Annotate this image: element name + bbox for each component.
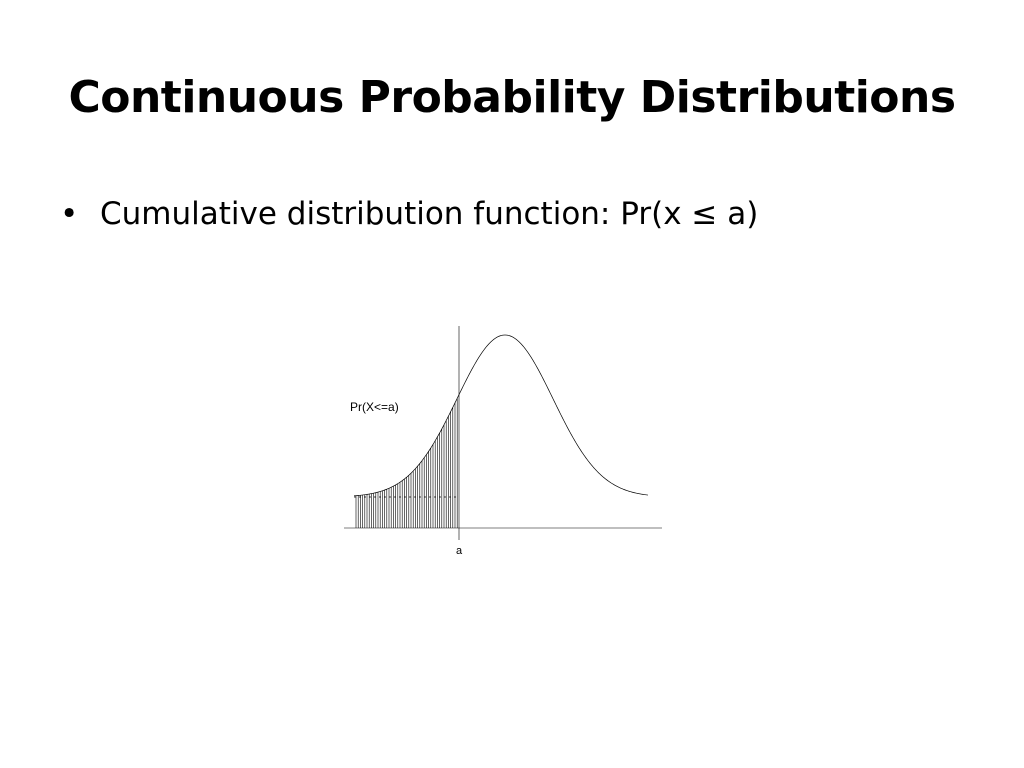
bullet-marker: • — [60, 196, 79, 232]
bullet-list: • Cumulative distribution function: Pr(x… — [60, 186, 758, 242]
x-tick-label: a — [456, 545, 463, 557]
cdf-figure: Pr(X<=a) a — [330, 318, 675, 568]
cdf-figure-svg: Pr(X<=a) a — [344, 326, 662, 557]
shaded-area-hatching — [355, 398, 458, 528]
annotation-label: Pr(X<=a) — [350, 400, 399, 414]
density-curve — [353, 334, 649, 497]
slide-title: Continuous Probability Distributions — [68, 72, 956, 123]
bullet-item: • Cumulative distribution function: Pr(x… — [60, 186, 758, 242]
bullet-text: Cumulative distribution function: Pr(x ≤… — [100, 196, 759, 232]
